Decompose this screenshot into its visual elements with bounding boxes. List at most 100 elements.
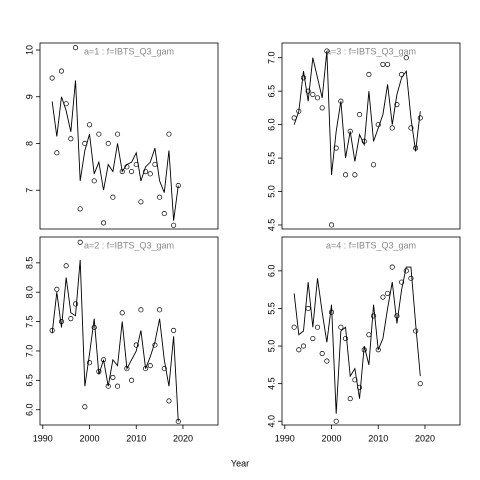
data-point: [133, 342, 139, 348]
data-point: [338, 324, 344, 330]
data-point: [389, 264, 395, 270]
y-tick-label: 5.5: [266, 152, 276, 165]
y-tick-label: 6.0: [266, 118, 276, 131]
y-tick-label: 5.0: [266, 185, 276, 198]
y-tick-label: 6.0: [24, 403, 34, 416]
data-point: [105, 140, 111, 147]
y-tick-label: 6.5: [266, 85, 276, 98]
data-point: [319, 351, 325, 357]
fit-line: [51, 80, 179, 221]
data-point: [408, 275, 414, 281]
data-point: [115, 383, 121, 389]
data-point: [171, 222, 177, 228]
data-point: [385, 61, 391, 67]
y-tick-label: 10: [24, 45, 34, 55]
data-point: [72, 301, 79, 307]
y-tick-label: 8.5: [24, 257, 34, 270]
data-point: [305, 88, 311, 94]
data-point: [166, 398, 172, 404]
data-point: [110, 194, 116, 200]
data-point: [77, 239, 83, 245]
panel-title: a=4 : f=IBTS_Q3_gam: [326, 240, 416, 250]
y-tick-label: 7.0: [24, 345, 34, 358]
data-point: [366, 71, 372, 77]
data-point: [110, 374, 116, 380]
data-point: [63, 263, 69, 269]
data-point: [389, 125, 395, 131]
data-point: [86, 360, 93, 366]
y-tick-label: 8: [24, 141, 34, 146]
data-point: [72, 45, 79, 51]
data-point: [147, 171, 153, 177]
panel-frame: [281, 236, 461, 426]
fit-line: [293, 266, 421, 414]
panel-frame: [39, 42, 219, 230]
data-point: [171, 327, 177, 333]
data-point: [82, 404, 88, 410]
data-point: [342, 335, 349, 342]
data-point: [166, 131, 172, 137]
y-tick-label: 7.5: [24, 315, 34, 328]
x-tick-label: 2010: [368, 433, 388, 443]
data-point: [417, 115, 423, 121]
x-tick-label: 1990: [33, 433, 53, 443]
x-tick-label: 2020: [173, 433, 193, 443]
data-point: [417, 381, 423, 387]
y-tick-label: 5.0: [266, 340, 276, 353]
x-tick-label: 2020: [415, 433, 435, 443]
data-point: [291, 324, 297, 330]
panel-frame: [39, 236, 219, 426]
data-point: [68, 136, 74, 142]
data-point: [328, 222, 335, 228]
data-point: [91, 178, 97, 184]
data-point: [310, 335, 316, 342]
data-point: [352, 172, 358, 178]
data-point: [157, 307, 163, 313]
data-point: [324, 358, 330, 364]
data-point: [380, 294, 386, 300]
data-point: [157, 194, 163, 200]
y-tick-label: 9: [24, 94, 34, 99]
data-point: [385, 290, 391, 296]
data-point: [310, 91, 316, 98]
y-tick-label: 7.0: [266, 51, 276, 64]
data-point: [314, 95, 321, 101]
data-point: [394, 102, 400, 108]
data-point: [129, 168, 135, 175]
y-tick-label: 8.0: [24, 286, 34, 299]
data-point: [138, 307, 144, 313]
data-point: [366, 332, 372, 338]
data-point: [314, 324, 321, 330]
x-tick-label: 2000: [322, 433, 342, 443]
data-point: [68, 316, 74, 322]
data-point: [129, 377, 135, 383]
x-tick-label: 2010: [126, 433, 146, 443]
data-point: [300, 343, 307, 349]
data-point: [161, 211, 167, 217]
x-axis-label: Year: [231, 458, 249, 468]
data-point: [54, 286, 60, 292]
data-point: [77, 206, 83, 212]
data-point: [49, 75, 55, 81]
data-point: [143, 168, 149, 175]
data-point: [319, 105, 325, 111]
data-point: [347, 396, 353, 402]
data-point: [119, 310, 125, 316]
panel-title: a=1 : f=IBTS_Q3_gam: [84, 46, 174, 56]
x-tick-label: 2000: [80, 433, 100, 443]
data-point: [86, 122, 93, 128]
data-point: [300, 75, 307, 81]
y-tick-label: 4.0: [266, 415, 276, 428]
data-point: [357, 112, 363, 118]
data-point: [399, 279, 405, 285]
data-point: [152, 161, 158, 168]
panel-title: a=3 : f=IBTS_Q3_gam: [326, 46, 416, 56]
data-point: [413, 328, 419, 334]
data-point: [161, 366, 167, 372]
data-point: [342, 172, 349, 178]
data-point: [96, 131, 102, 137]
data-point: [100, 220, 107, 226]
y-tick-label: 4.5: [266, 219, 276, 232]
data-point: [58, 68, 65, 74]
